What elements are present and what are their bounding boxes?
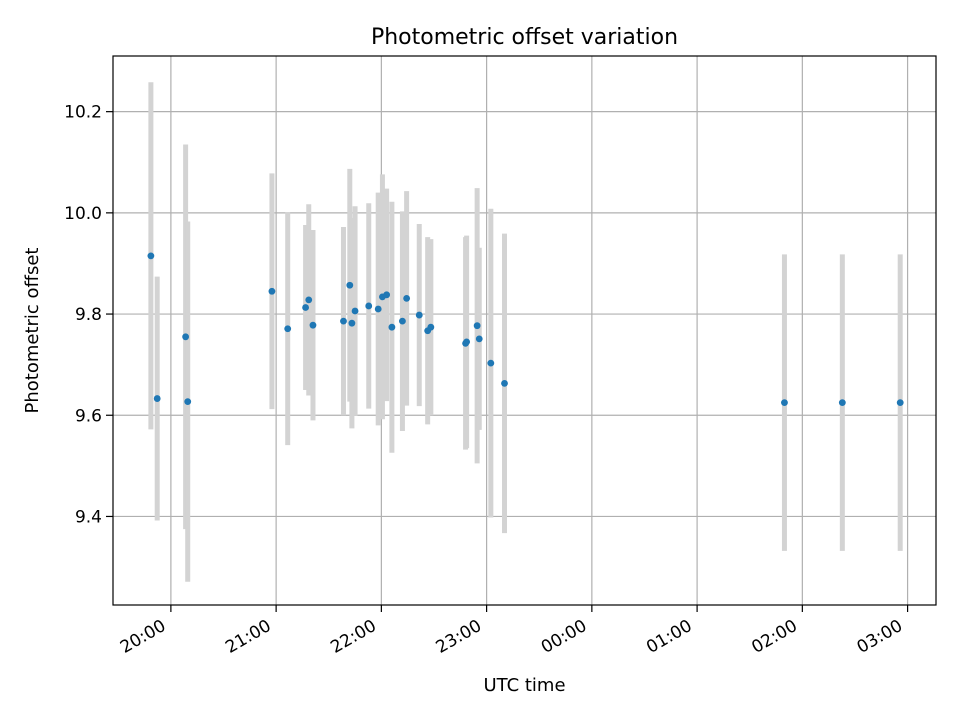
data-point <box>427 323 435 331</box>
x-tick-label: 23:00 <box>433 616 485 658</box>
data-point <box>896 399 904 407</box>
data-point <box>340 317 347 325</box>
data-point <box>415 311 423 319</box>
data-point <box>463 338 471 346</box>
data-point <box>348 319 356 327</box>
x-tick-label: 00:00 <box>538 616 590 658</box>
x-axis-label: UTC time <box>483 675 565 696</box>
x-tick-label: 02:00 <box>748 616 800 658</box>
y-tick-label: 9.4 <box>75 507 102 527</box>
data-point <box>268 287 276 295</box>
data-point <box>399 317 406 325</box>
data-point <box>374 305 382 313</box>
data-point <box>781 399 788 407</box>
data-point <box>184 398 192 405</box>
x-tick-label: 01:00 <box>643 616 695 658</box>
x-tick-label: 21:00 <box>222 616 274 658</box>
data-point <box>309 321 317 329</box>
data-point <box>475 335 483 343</box>
data-point <box>284 325 292 333</box>
error-bars <box>148 82 903 582</box>
data-point <box>365 302 373 310</box>
data-point <box>302 304 309 311</box>
x-tick-label: 22:00 <box>327 616 379 658</box>
y-tick-label: 10.2 <box>64 103 102 123</box>
data-point <box>388 323 396 331</box>
data-point <box>473 322 481 330</box>
x-axis-ticks: 20:00 21:00 22:00 23:00 00:00 01:00 02:00 03:00 <box>117 605 909 658</box>
y-tick-label: 10.0 <box>64 204 102 224</box>
data-points <box>147 252 904 407</box>
data-point <box>346 281 354 289</box>
grid <box>113 56 936 605</box>
y-tick-label: 9.8 <box>75 305 102 325</box>
data-point <box>351 307 359 315</box>
chart-title: Photometric offset variation <box>371 25 678 50</box>
data-point <box>838 399 846 407</box>
data-point <box>383 291 391 299</box>
data-point <box>501 379 508 387</box>
x-tick-label: 03:00 <box>854 616 906 658</box>
data-point <box>147 252 155 260</box>
y-axis-label: Photometric offset <box>22 248 43 414</box>
data-point <box>487 359 495 367</box>
y-tick-label: 9.6 <box>75 406 102 426</box>
data-point <box>182 333 190 341</box>
data-point <box>153 395 161 402</box>
data-point <box>305 296 313 304</box>
x-tick-label: 20:00 <box>117 616 169 658</box>
data-point <box>403 294 411 302</box>
plot-frame <box>112 55 937 606</box>
y-axis-ticks: 9.4 9.6 9.8 10.0 10.2 <box>64 103 113 527</box>
